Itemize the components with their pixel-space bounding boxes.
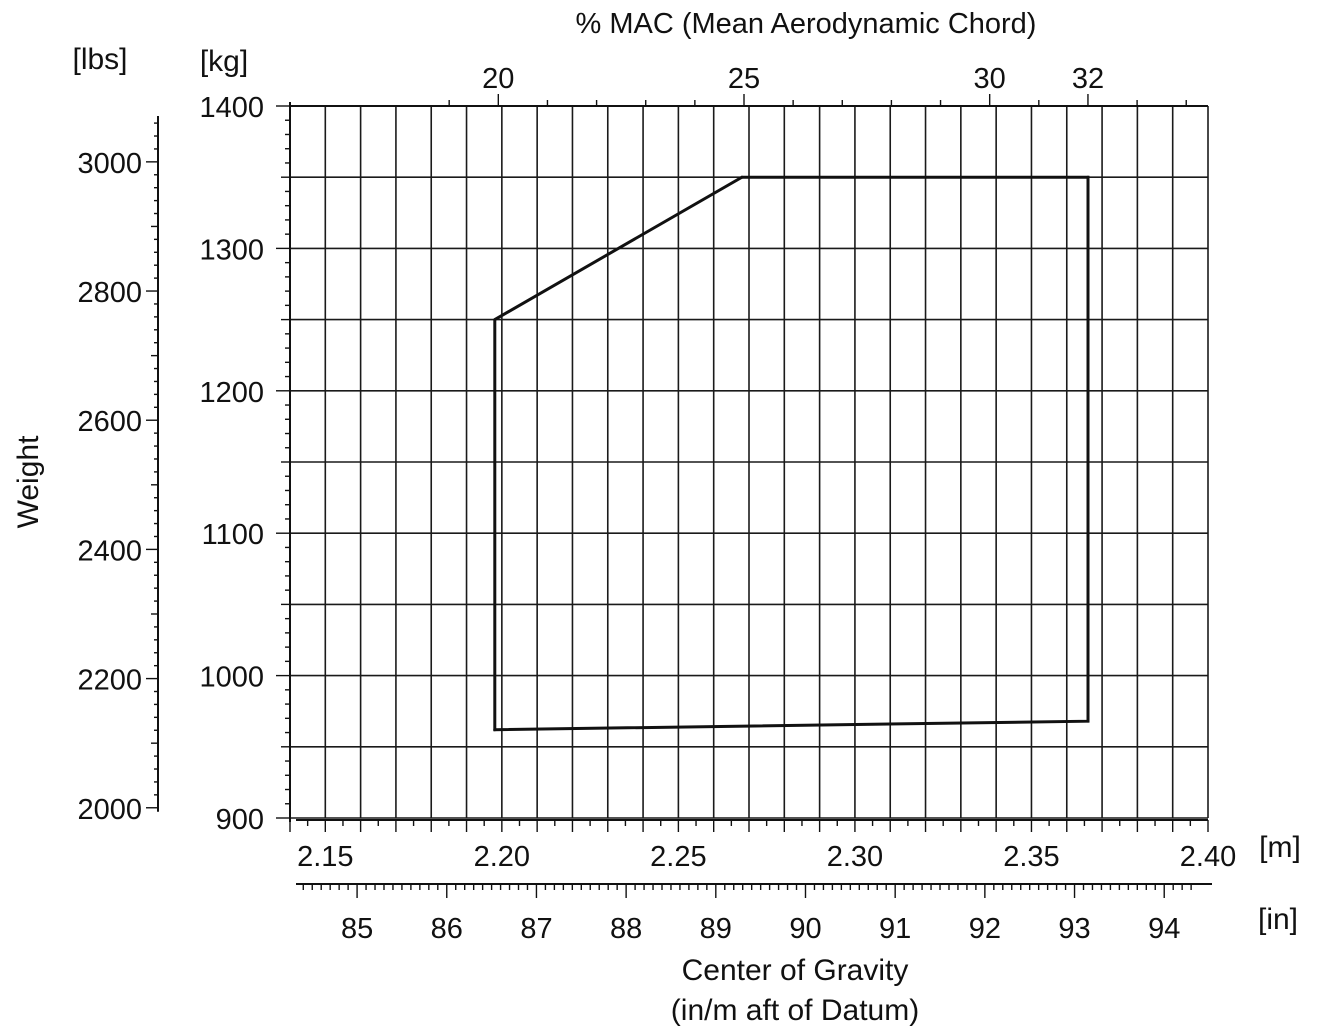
kg-tick-label: 1200 bbox=[199, 377, 264, 409]
axes: 900 1000 1100 1200 1300 1400 2000 2200 2400 2600 2… bbox=[77, 63, 1236, 945]
grid bbox=[289, 105, 1209, 819]
lbs-tick-label: 2200 bbox=[77, 665, 142, 697]
m-tick-label: 2.25 bbox=[650, 841, 706, 873]
lbs-tick-label: 2800 bbox=[77, 277, 142, 309]
kg-tick-label: 900 bbox=[216, 804, 264, 836]
mac-tick-label: 32 bbox=[1072, 63, 1104, 95]
x-axis-label: Center of Gravity bbox=[682, 954, 909, 987]
kg-tick-label: 1100 bbox=[202, 519, 264, 551]
in-tick-label: 91 bbox=[879, 913, 911, 945]
x-unit-in: [in] bbox=[1258, 903, 1298, 936]
in-tick-label: 93 bbox=[1058, 913, 1090, 945]
m-tick-label: 2.15 bbox=[297, 841, 353, 873]
mac-tick-label: 25 bbox=[728, 63, 760, 95]
kg-tick-label: 1400 bbox=[199, 92, 264, 124]
in-tick-label: 90 bbox=[789, 913, 821, 945]
cg-envelope-vertex bbox=[493, 318, 497, 322]
kg-tick-label: 1000 bbox=[199, 662, 264, 694]
cg-envelope-line bbox=[493, 175, 1090, 732]
labels: % MAC (Mean Aerodynamic Chord) [lbs] [kg… bbox=[12, 8, 1301, 1027]
m-tick-label: 2.40 bbox=[1180, 841, 1236, 873]
lbs-tick-label: 2000 bbox=[77, 794, 142, 826]
chart-title: % MAC (Mean Aerodynamic Chord) bbox=[576, 8, 1037, 40]
in-tick-label: 89 bbox=[700, 913, 732, 945]
kg-tick-label: 1300 bbox=[199, 234, 264, 266]
m-tick-label: 2.35 bbox=[1003, 841, 1059, 873]
in-tick-label: 94 bbox=[1148, 913, 1180, 945]
cg-envelope-vertex bbox=[493, 728, 497, 732]
cg-envelope-vertex bbox=[1086, 719, 1090, 723]
y-unit-lbs: [lbs] bbox=[72, 43, 127, 76]
in-tick-label: 86 bbox=[431, 913, 463, 945]
in-tick-label: 92 bbox=[969, 913, 1001, 945]
in-tick-label: 88 bbox=[610, 913, 642, 945]
x-unit-m: [m] bbox=[1259, 831, 1301, 864]
lbs-tick-label: 2400 bbox=[77, 535, 142, 567]
series-layer bbox=[493, 175, 1090, 732]
cg-envelope-vertex bbox=[1086, 175, 1090, 179]
mac-tick-label: 30 bbox=[974, 63, 1006, 95]
y-unit-kg: [kg] bbox=[200, 45, 248, 78]
m-tick-label: 2.30 bbox=[827, 841, 883, 873]
m-tick-label: 2.20 bbox=[474, 841, 530, 873]
x-axis-sublabel: (in/m aft of Datum) bbox=[671, 994, 919, 1027]
cg-envelope-vertex bbox=[740, 175, 744, 179]
lbs-tick-label: 3000 bbox=[77, 148, 142, 180]
in-tick-label: 87 bbox=[520, 913, 552, 945]
mac-tick-label: 20 bbox=[482, 63, 514, 95]
lbs-tick-label: 2600 bbox=[77, 406, 142, 438]
in-tick-label: 85 bbox=[341, 913, 373, 945]
y-axis-label: Weight bbox=[12, 435, 45, 528]
